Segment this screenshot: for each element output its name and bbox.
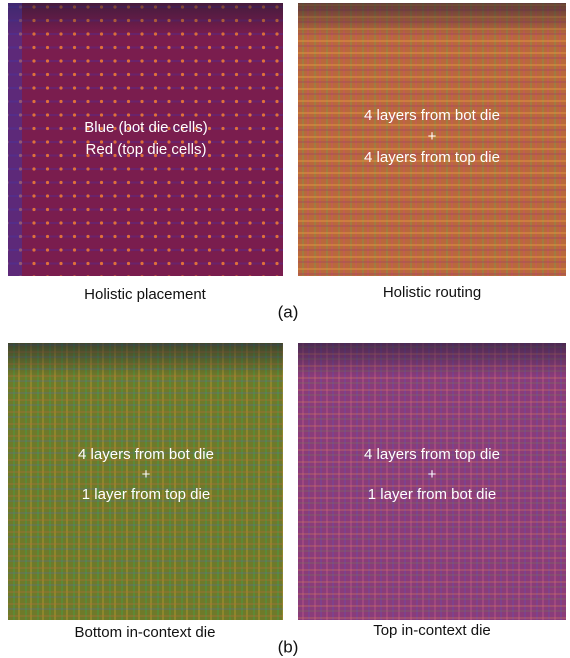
- overlay-text: 4 layers from bot die: [364, 107, 500, 124]
- group-label: (b): [278, 637, 299, 656]
- caption: Holistic routing: [383, 284, 481, 301]
- panel-top-die: 4 layers from top die + 1 layer from bot…: [298, 343, 566, 620]
- panel-holistic-placement: Blue (bot die cells) Red (top die cells): [8, 3, 283, 276]
- overlay-text: 4 layers from top die: [364, 446, 500, 463]
- overlay-text: Blue (bot die cells): [84, 119, 207, 136]
- overlay-text: +: [428, 466, 437, 483]
- panel-holistic-routing: 4 layers from bot die + 4 layers from to…: [298, 3, 566, 276]
- image-edge: [8, 3, 22, 276]
- panel-bottom-die: 4 layers from bot die + 1 layer from top…: [8, 343, 283, 620]
- image-shade: [8, 3, 283, 276]
- overlay-text: 4 layers from bot die: [78, 446, 214, 463]
- overlay-text: +: [428, 128, 437, 145]
- overlay-text: 1 layer from bot die: [368, 486, 496, 503]
- caption: Top in-context die: [373, 622, 491, 639]
- overlay-text: 4 layers from top die: [364, 149, 500, 166]
- caption: Bottom in-context die: [75, 624, 216, 641]
- caption: Holistic placement: [84, 286, 207, 303]
- overlay-text: +: [142, 466, 151, 483]
- page: Blue (bot die cells) Red (top die cells)…: [0, 0, 570, 658]
- overlay-text: Red (top die cells): [86, 141, 207, 158]
- figure: Blue (bot die cells) Red (top die cells)…: [0, 0, 570, 658]
- group-label: (a): [278, 302, 299, 321]
- overlay-text: 1 layer from top die: [82, 486, 210, 503]
